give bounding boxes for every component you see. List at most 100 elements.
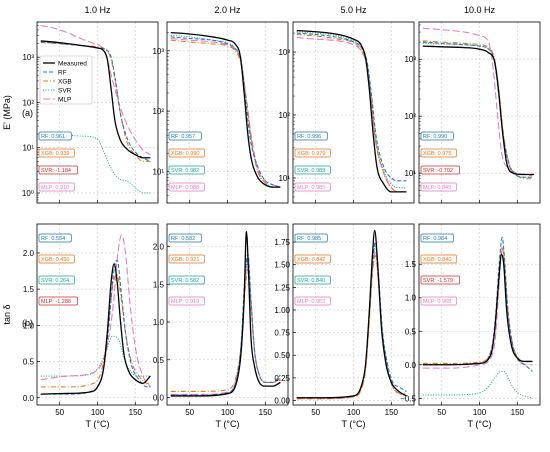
series-group [40,234,151,395]
series-line-measured [296,229,407,399]
series-line-measured [422,253,533,366]
score-badge-mlp [168,296,205,306]
score-label-rf: RF: 0.957 [171,134,195,140]
score-badges: RF: 0.984 XGB: 0.840 SVR: -1.579 MLP: 0.968 [420,233,461,306]
score-badge-svr [168,165,205,175]
score-badge-mlp [294,182,331,192]
y-tick-label: 1.0 [153,318,165,327]
score-label-svr: SVR: 0.264 [41,278,69,284]
score-badge-rf [420,131,454,141]
score-badge-mlp [420,182,457,192]
panel-tan-2.0Hz: 0.0 0.5 1.0 1.5 2.0 50 100 150 T (°C) RF: 0.582 XG… [153,223,289,429]
score-label-mlp: MLP: -1.288 [41,299,71,305]
series-line-rf [170,36,281,188]
y-tick-label: 0.0 [153,393,165,402]
score-label-xgb: XGB: 0.450 [41,257,69,263]
score-badge-xgb [168,254,205,264]
score-badge-svr [294,165,331,175]
legend-label-xgb: XGB [58,78,72,85]
y-tick-label: 0.50 [274,351,290,360]
x-tick-label: 100 [221,408,235,417]
y-axis-label: tan δ [2,304,12,324]
panel-E-5.0Hz: 10¹ 10² 10³ 5.0 Hz RF: 0.996 XGB: 0.979 SVR: 0… [278,5,415,204]
series-group [40,25,151,194]
score-badges: RF: 0.996 XGB: 0.979 SVR: 0.989 MLP: 0.985 [294,131,331,192]
legend-label-measured: Measured [58,60,87,67]
y-tick-label: 0.5 [23,358,35,367]
score-label-mlp: MLP: 0.910 [41,185,69,191]
score-badge-rf [294,131,328,141]
score-label-xgb: XGB: 0.842 [297,257,325,263]
y-tick-label: 10³ [22,53,34,62]
x-tick-label: 150 [259,408,273,417]
y-axis-label: E' (MPa) [2,95,12,130]
x-tick-label: 50 [437,408,446,417]
y-tick-label: 10¹ [404,169,416,178]
panel-title: 1.0 Hz [84,5,111,15]
series-line-measured [422,45,534,176]
score-label-rf: RF: 0.582 [171,236,195,242]
score-badges: RF: 0.957 XGB: 0.990 SVR: 0.982 MLP: 0.988 [168,131,205,192]
score-badge-svr [420,275,461,285]
panel-title: 10.0 Hz [464,5,496,15]
series-group [422,27,534,180]
y-tick-label: 0.25 [274,374,290,383]
panel-E-10.0Hz: 10¹ 10² 10³ 10.0 Hz RF: 0.990 XGB: 0.975 SVR: … [404,5,541,204]
score-badge-svr [294,275,331,285]
score-label-xgb: XGB: 0.979 [297,151,325,157]
y-tick-label: 2.0 [153,243,165,252]
y-tick-label: 10² [22,98,34,107]
series-line-xgb [422,246,533,364]
series-line-svr [40,335,151,377]
y-tick-label: 10² [278,111,290,120]
legend-label-svr: SVR [58,87,72,94]
series-group [170,230,281,397]
series-line-svr [40,134,151,194]
score-label-svr: SVR: 0.989 [297,168,325,174]
x-tick-label: 100 [91,408,105,417]
score-badge-mlp [38,182,75,192]
x-tick-label: 50 [311,408,320,417]
axes-frame [166,223,289,406]
score-label-xgb: XGB: 0.990 [171,151,199,157]
series-group [296,229,407,400]
score-label-xgb: XGB: 0.939 [41,151,69,157]
score-badge-xgb [294,148,331,158]
panel-tan-10.0Hz: −0.5 0.0 0.5 1.0 1.5 50 100 150 T (°C) RF: 0.984 X… [400,223,541,429]
score-label-rf: RF: 0.990 [423,134,447,140]
y-tick-label: 0.75 [274,329,290,338]
series-line-mlp [296,250,407,400]
score-label-mlp: MLP: 0.968 [423,299,451,305]
series-group [296,29,407,193]
x-axis-label: T (°C) [342,419,366,429]
panel-E-1.0Hz: 10⁰ 10¹ 10² 10³ 1.0 Hz E' (MPa) RF: 0.961 XGB: … [2,5,159,204]
series-group [422,236,533,399]
score-badge-svr [420,165,461,175]
y-tick-label: 0.0 [23,394,35,403]
score-label-rf: RF: 0.996 [297,134,321,140]
score-badge-xgb [420,254,457,264]
axes-frame [418,21,541,204]
y-tick-label: 2.0 [23,249,35,258]
score-label-rf: RF: 0.985 [297,236,321,242]
score-label-xgb: XGB: 0.840 [423,257,451,263]
series-line-xgb [170,39,281,188]
y-tick-label: 10¹ [22,144,34,153]
score-label-svr: SVR: 0.582 [171,278,199,284]
grid [419,224,540,405]
series-line-rf [170,253,281,396]
series-line-rf [296,241,407,399]
y-tick-label: 1.25 [274,283,290,292]
y-tick-label: 1.0 [23,321,35,330]
grid [37,224,158,405]
y-tick-label: 1.5 [405,260,417,269]
axes-frame [292,21,415,204]
grid [37,22,158,203]
legend-label-mlp: MLP [58,96,71,103]
score-badge-rf [294,233,328,243]
score-badge-rf [420,233,454,243]
score-label-svr: SVR: -1.184 [41,168,71,174]
score-badge-xgb [420,148,457,158]
y-tick-label: 1.50 [274,261,290,270]
y-tick-label: 1.75 [274,238,290,247]
